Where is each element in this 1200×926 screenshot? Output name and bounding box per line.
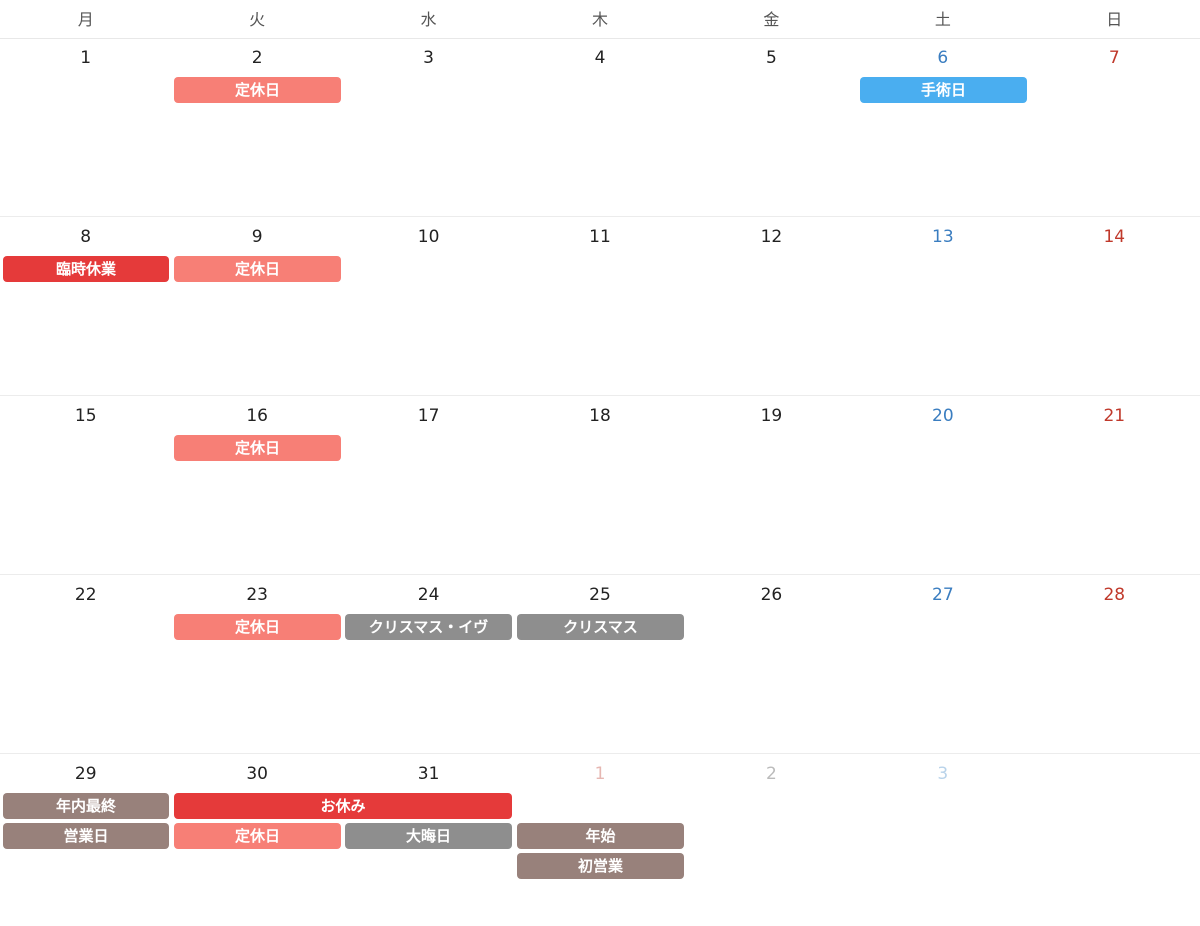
- day-cell[interactable]: 24: [343, 575, 514, 753]
- event-chip[interactable]: クリスマス: [517, 614, 684, 640]
- day-cell[interactable]: 1: [0, 38, 171, 216]
- day-cell[interactable]: 27: [857, 575, 1028, 753]
- day-number: 12: [760, 227, 783, 247]
- day-number: 1: [80, 48, 92, 68]
- event-chip[interactable]: 年始: [517, 823, 684, 849]
- day-number: 5: [766, 48, 777, 68]
- day-number: 3: [937, 764, 949, 784]
- day-cell[interactable]: 28: [1029, 575, 1200, 753]
- day-cell[interactable]: 23: [171, 575, 342, 753]
- day-cell[interactable]: 11: [514, 217, 685, 395]
- day-number: 6: [937, 48, 949, 68]
- day-cell[interactable]: 7: [1029, 38, 1200, 216]
- day-number: 22: [74, 585, 97, 605]
- weekday-sun: 日: [1106, 10, 1123, 29]
- event-chip[interactable]: 定休日: [174, 823, 341, 849]
- day-number: 8: [80, 227, 92, 247]
- day-cell[interactable]: 29: [0, 754, 171, 926]
- day-number: 21: [1103, 406, 1126, 426]
- event-chip[interactable]: お休み: [174, 793, 512, 819]
- day-cell[interactable]: 30: [171, 754, 342, 926]
- day-number: 14: [1103, 227, 1126, 247]
- week-row-1: 1 2 3 4 5 6 7 定休日 手術日: [0, 38, 1200, 217]
- day-cell[interactable]: 1: [514, 754, 685, 926]
- day-number: 11: [589, 227, 611, 247]
- day-cell[interactable]: 15: [0, 396, 171, 574]
- day-cell[interactable]: 10: [343, 217, 514, 395]
- day-number: 16: [246, 406, 268, 426]
- event-chip[interactable]: 大晦日: [345, 823, 512, 849]
- day-number: 2: [251, 48, 263, 68]
- event-chip[interactable]: 手術日: [860, 77, 1027, 103]
- event-chip[interactable]: 定休日: [174, 77, 341, 103]
- week-row-4: 22 23 24 25 26 27 28 定休日 クリスマス・イヴ クリスマス: [0, 575, 1200, 754]
- day-number: 18: [589, 406, 611, 426]
- week-row-3: 15 16 17 18 19 20 21 定休日: [0, 396, 1200, 575]
- week-row-5: 29 30 31 1 2 3 年内最終 お休み 営業日 定休日 大晦日 年始 初…: [0, 754, 1200, 926]
- event-chip[interactable]: クリスマス・イヴ: [345, 614, 512, 640]
- day-cell[interactable]: 21: [1029, 396, 1200, 574]
- day-cell[interactable]: 25: [514, 575, 685, 753]
- day-cell[interactable]: 6: [857, 38, 1028, 216]
- day-number: 15: [74, 406, 97, 426]
- day-number: 2: [766, 764, 777, 784]
- day-number: 28: [1103, 585, 1126, 605]
- day-number: 23: [246, 585, 268, 605]
- day-cell[interactable]: [1029, 754, 1200, 926]
- day-cell[interactable]: 12: [686, 217, 857, 395]
- weekday-wed: 水: [420, 10, 437, 29]
- day-cell[interactable]: 18: [514, 396, 685, 574]
- day-cell[interactable]: 14: [1029, 217, 1200, 395]
- day-number: 26: [760, 585, 783, 605]
- day-cell[interactable]: 31: [343, 754, 514, 926]
- day-number: 7: [1108, 48, 1120, 68]
- day-cell[interactable]: 9: [171, 217, 342, 395]
- event-chip[interactable]: 定休日: [174, 614, 341, 640]
- day-cell[interactable]: 4: [514, 38, 685, 216]
- event-chip[interactable]: 年内最終: [3, 793, 169, 819]
- day-cell[interactable]: 2: [171, 38, 342, 216]
- event-chip[interactable]: 初営業: [517, 853, 684, 879]
- day-cell[interactable]: 13: [857, 217, 1028, 395]
- day-number: 9: [251, 227, 263, 247]
- day-number: 24: [417, 585, 440, 605]
- day-cell[interactable]: 20: [857, 396, 1028, 574]
- day-number: 30: [246, 764, 268, 784]
- day-number: 31: [417, 764, 440, 784]
- day-cell[interactable]: 26: [686, 575, 857, 753]
- day-number: 29: [74, 764, 97, 784]
- weekday-header: 月 火 水 木 金 土 日: [0, 0, 1200, 39]
- day-number: 10: [417, 227, 440, 247]
- day-number: 4: [594, 48, 606, 68]
- event-chip[interactable]: 営業日: [3, 823, 169, 849]
- day-cell[interactable]: 17: [343, 396, 514, 574]
- day-cell[interactable]: 16: [171, 396, 342, 574]
- day-number: 27: [932, 585, 954, 605]
- day-cell[interactable]: 8: [0, 217, 171, 395]
- day-cell[interactable]: 3: [857, 754, 1028, 926]
- event-chip[interactable]: 定休日: [174, 435, 341, 461]
- day-cell[interactable]: 2: [686, 754, 857, 926]
- day-cell[interactable]: 5: [686, 38, 857, 216]
- day-number: 3: [423, 48, 434, 68]
- week-row-2: 8 9 10 11 12 13 14 臨時休業 定休日: [0, 217, 1200, 396]
- weekday-tue: 火: [249, 10, 266, 29]
- day-number: 1: [594, 764, 606, 784]
- event-chip[interactable]: 定休日: [174, 256, 341, 282]
- day-cell[interactable]: 22: [0, 575, 171, 753]
- day-cell[interactable]: 19: [686, 396, 857, 574]
- weekday-sat: 土: [934, 10, 951, 29]
- weekday-mon: 月: [77, 10, 94, 29]
- day-cell[interactable]: 3: [343, 38, 514, 216]
- day-number: 13: [932, 227, 954, 247]
- event-chip[interactable]: 臨時休業: [3, 256, 169, 282]
- weekday-fri: 金: [763, 10, 780, 29]
- weekday-thu: 木: [591, 10, 608, 29]
- day-number: 20: [932, 406, 954, 426]
- day-number: 25: [589, 585, 611, 605]
- day-number: 19: [760, 406, 783, 426]
- day-number: 17: [417, 406, 440, 426]
